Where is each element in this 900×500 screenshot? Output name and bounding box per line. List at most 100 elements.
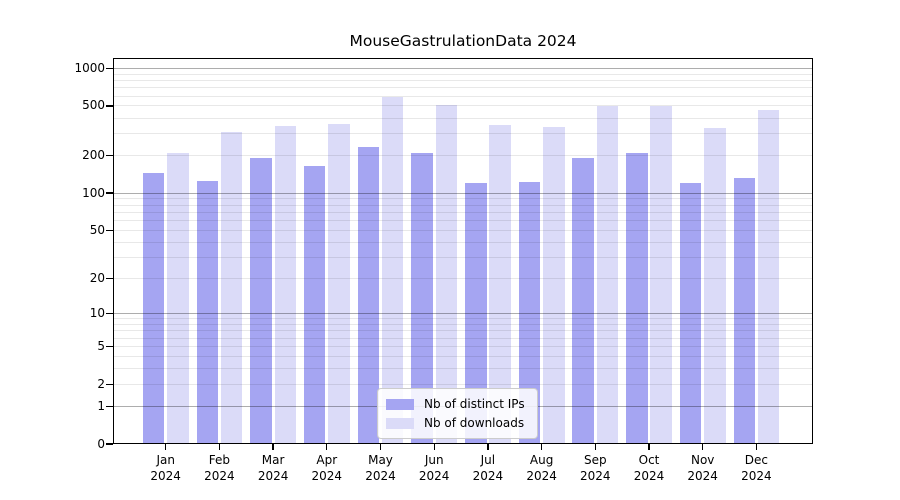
chart-title: MouseGastrulationData 2024 <box>349 32 577 50</box>
bar-downloads-jan <box>167 152 189 444</box>
grid-line-minor <box>113 87 813 89</box>
y-axis-tick-label: 50 <box>89 222 105 237</box>
y-axis-tick <box>106 154 113 157</box>
bar-distinct-ips-aug <box>518 181 541 444</box>
grid-line-minor <box>113 198 813 200</box>
bar-downloads-jul <box>489 125 511 444</box>
y-axis-tick <box>106 443 113 445</box>
y-axis-tick-label: 500 <box>82 98 105 113</box>
y-axis-tick-label: 5 <box>97 339 105 354</box>
x-axis-tick-label: Jan 2024 <box>150 453 181 483</box>
x-axis-tick-label: Dec 2024 <box>741 453 772 483</box>
legend-swatch-distinct-ips <box>386 398 414 410</box>
grid-line-minor <box>113 133 813 135</box>
x-axis-tick-label: Jun 2024 <box>418 453 450 483</box>
grid-line-minor <box>113 95 813 97</box>
bar-distinct-ips-oct <box>626 152 648 444</box>
bar-distinct-ips-dec <box>733 178 755 444</box>
y-axis-tick-label: 1 <box>97 398 105 413</box>
bar-downloads-jun <box>435 104 458 444</box>
x-axis-tick-label: Jul 2024 <box>472 453 504 483</box>
grid-line-minor <box>113 368 813 370</box>
grid-line-minor <box>113 337 813 339</box>
grid-line-major <box>113 313 813 315</box>
y-axis-tick <box>106 312 113 315</box>
x-axis-tick-label: May 2024 <box>365 453 396 483</box>
bar-distinct-ips-jun <box>411 152 433 444</box>
grid-line-minor <box>113 318 813 320</box>
bar-downloads-oct <box>650 105 672 444</box>
x-axis-tick-label: Mar 2024 <box>257 453 289 483</box>
grid-line-minor <box>113 155 813 157</box>
grid-line-minor <box>113 229 813 231</box>
y-axis-tick-label: 100 <box>82 185 105 200</box>
x-axis-tick <box>648 444 650 450</box>
grid-line-major <box>113 192 813 194</box>
bar-distinct-ips-apr <box>303 166 326 444</box>
x-axis-tick <box>326 444 328 450</box>
y-axis-tick <box>106 277 113 280</box>
legend-label-downloads: Nb of downloads <box>424 416 525 430</box>
plot-frame <box>113 58 813 444</box>
grid-line-minor <box>113 241 813 243</box>
x-axis-tick <box>755 444 758 450</box>
grid-line-minor <box>113 277 813 279</box>
y-axis-tick <box>106 383 113 385</box>
bar-downloads-mar <box>274 126 296 444</box>
bar-distinct-ips-jan <box>142 172 165 444</box>
x-axis-tick <box>540 444 543 450</box>
grid-line-minor <box>113 219 813 221</box>
legend-item-distinct-ips: Nb of distinct IPs <box>386 397 525 411</box>
grid-line-minor <box>113 105 813 107</box>
y-axis-tick <box>106 67 113 69</box>
legend: Nb of distinct IPs Nb of downloads <box>377 388 538 439</box>
bar-distinct-ips-may <box>357 146 380 444</box>
bar-distinct-ips-sep <box>572 157 594 444</box>
x-axis-tick-label: Aug 2024 <box>526 453 557 483</box>
bar-distinct-ips-feb <box>196 180 218 444</box>
x-axis-tick <box>218 444 221 450</box>
bar-distinct-ips-mar <box>250 158 272 444</box>
grid-line-minor <box>113 355 813 357</box>
grid-line-minor <box>113 346 813 348</box>
plot-area: Nb of distinct IPs Nb of downloads 1000 5… <box>74 58 813 483</box>
grid-line-minor <box>113 383 813 385</box>
x-axis-tick <box>379 444 382 450</box>
x-axis-tick <box>433 444 435 450</box>
bar-distinct-ips-nov <box>679 182 702 444</box>
y-axis-tick-label: 20 <box>89 270 105 285</box>
grid-line-minor <box>113 256 813 258</box>
y-axis-tick-label: 2 <box>97 376 105 391</box>
grid-line-minor <box>113 330 813 332</box>
bar-downloads-may <box>381 97 404 444</box>
x-axis-tick <box>272 444 274 450</box>
grid-line-minor <box>113 79 813 81</box>
y-axis-tick <box>106 405 113 407</box>
bar-downloads-dec <box>757 109 780 444</box>
x-axis-tick-label: Sep 2024 <box>580 453 611 483</box>
y-axis-tick-label: 1000 <box>74 60 105 75</box>
x-axis-tick <box>487 444 489 450</box>
y-axis-tick-label: 0 <box>97 436 105 451</box>
y-axis-tick <box>106 105 113 107</box>
bar-downloads-aug <box>543 127 565 444</box>
y-axis-tick-label: 10 <box>89 306 105 321</box>
x-axis-tick <box>702 444 704 450</box>
grid-line-minor <box>113 117 813 119</box>
y-axis-tick-label: 200 <box>82 148 105 163</box>
grid-line-major <box>113 67 813 69</box>
bar-downloads-sep <box>596 106 619 444</box>
y-axis-tick <box>106 229 113 231</box>
x-axis-tick-label: Apr 2024 <box>311 453 343 483</box>
y-axis-tick <box>106 192 113 194</box>
x-axis-tick-label: Nov 2024 <box>687 453 718 483</box>
grid-line-minor <box>113 73 813 75</box>
grid-line-minor <box>113 324 813 325</box>
x-axis-tick <box>594 444 596 450</box>
x-axis-tick <box>165 444 167 450</box>
x-axis-tick-label: Oct 2024 <box>633 453 665 483</box>
legend-swatch-downloads <box>386 417 414 429</box>
bar-downloads-nov <box>704 127 726 444</box>
bar-downloads-feb <box>220 131 243 444</box>
